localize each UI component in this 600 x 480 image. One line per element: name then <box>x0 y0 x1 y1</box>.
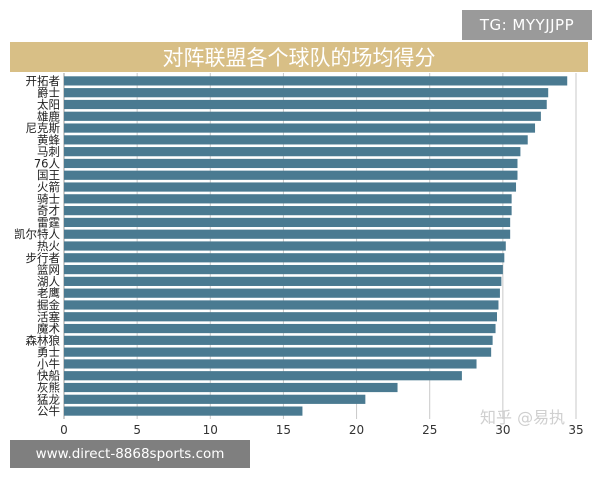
x-tick-label: 0 <box>60 423 68 437</box>
category-label: 魔术 <box>37 322 60 336</box>
x-tick-label: 30 <box>495 423 510 437</box>
bar <box>64 135 528 145</box>
bar <box>64 111 541 121</box>
category-label: 黄蜂 <box>37 133 60 147</box>
category-label: 太阳 <box>37 97 60 111</box>
bar <box>64 406 303 416</box>
bar <box>64 371 462 381</box>
x-tick-label: 35 <box>568 423 583 437</box>
category-label: 马刺 <box>37 145 60 159</box>
x-tick-label: 5 <box>133 423 141 437</box>
category-label: 国王 <box>37 168 60 182</box>
bar <box>64 253 505 263</box>
bar <box>64 182 517 192</box>
bar <box>64 288 500 298</box>
category-label: 猛龙 <box>37 392 60 406</box>
category-label: 森林狼 <box>26 333 61 347</box>
telegram-badge: TG: MYYJJPP <box>462 10 592 40</box>
bar <box>64 323 496 334</box>
bar <box>64 123 536 133</box>
bar <box>64 300 499 310</box>
category-label: 快船 <box>37 369 60 383</box>
x-tick-label: 15 <box>276 423 291 437</box>
bar <box>64 276 502 286</box>
category-label: 灰熊 <box>37 381 60 395</box>
bar <box>64 335 493 345</box>
bar <box>64 347 492 357</box>
category-label: 热火 <box>37 239 60 253</box>
category-label: 76人 <box>34 156 61 170</box>
bar <box>64 217 511 228</box>
category-label: 尼克斯 <box>26 121 61 135</box>
bar <box>64 158 518 169</box>
category-label: 掘金 <box>37 298 60 312</box>
category-label: 凯尔特人 <box>14 227 60 241</box>
bar <box>64 194 512 204</box>
bar <box>64 394 366 404</box>
bar <box>64 359 477 369</box>
bar <box>64 264 503 275</box>
bar <box>64 229 511 239</box>
category-label: 公牛 <box>37 404 60 418</box>
category-label: 骑士 <box>37 192 60 206</box>
bar <box>64 76 568 86</box>
x-tick-label: 20 <box>349 423 364 437</box>
watermark: 知乎 @易执 <box>480 408 566 427</box>
category-label: 火箭 <box>37 180 60 194</box>
category-label: 老鹰 <box>37 286 60 300</box>
category-label: 开拓者 <box>26 74 61 88</box>
category-label: 活塞 <box>37 310 60 324</box>
category-label: 湖人 <box>37 274 60 288</box>
category-label: 爵士 <box>37 86 60 100</box>
category-label: 奇才 <box>37 204 60 218</box>
category-label: 小牛 <box>37 357 60 371</box>
bar <box>64 312 498 322</box>
bar <box>64 88 549 98</box>
x-tick-label: 10 <box>203 423 218 437</box>
bar <box>64 206 512 216</box>
category-label: 雄鹿 <box>37 109 60 123</box>
chart-title: 对阵联盟各个球队的场均得分 <box>10 42 588 72</box>
bar <box>64 382 398 393</box>
x-tick-label: 25 <box>422 423 437 437</box>
category-label: 雷霆 <box>37 215 60 229</box>
bar <box>64 99 547 110</box>
category-label: 步行者 <box>26 251 61 265</box>
bar <box>64 147 521 157</box>
bar <box>64 241 506 251</box>
bar <box>64 170 518 180</box>
category-label: 勇士 <box>37 345 60 359</box>
category-label: 篮网 <box>37 263 60 277</box>
source-url: www.direct-8868sports.com <box>10 440 250 468</box>
